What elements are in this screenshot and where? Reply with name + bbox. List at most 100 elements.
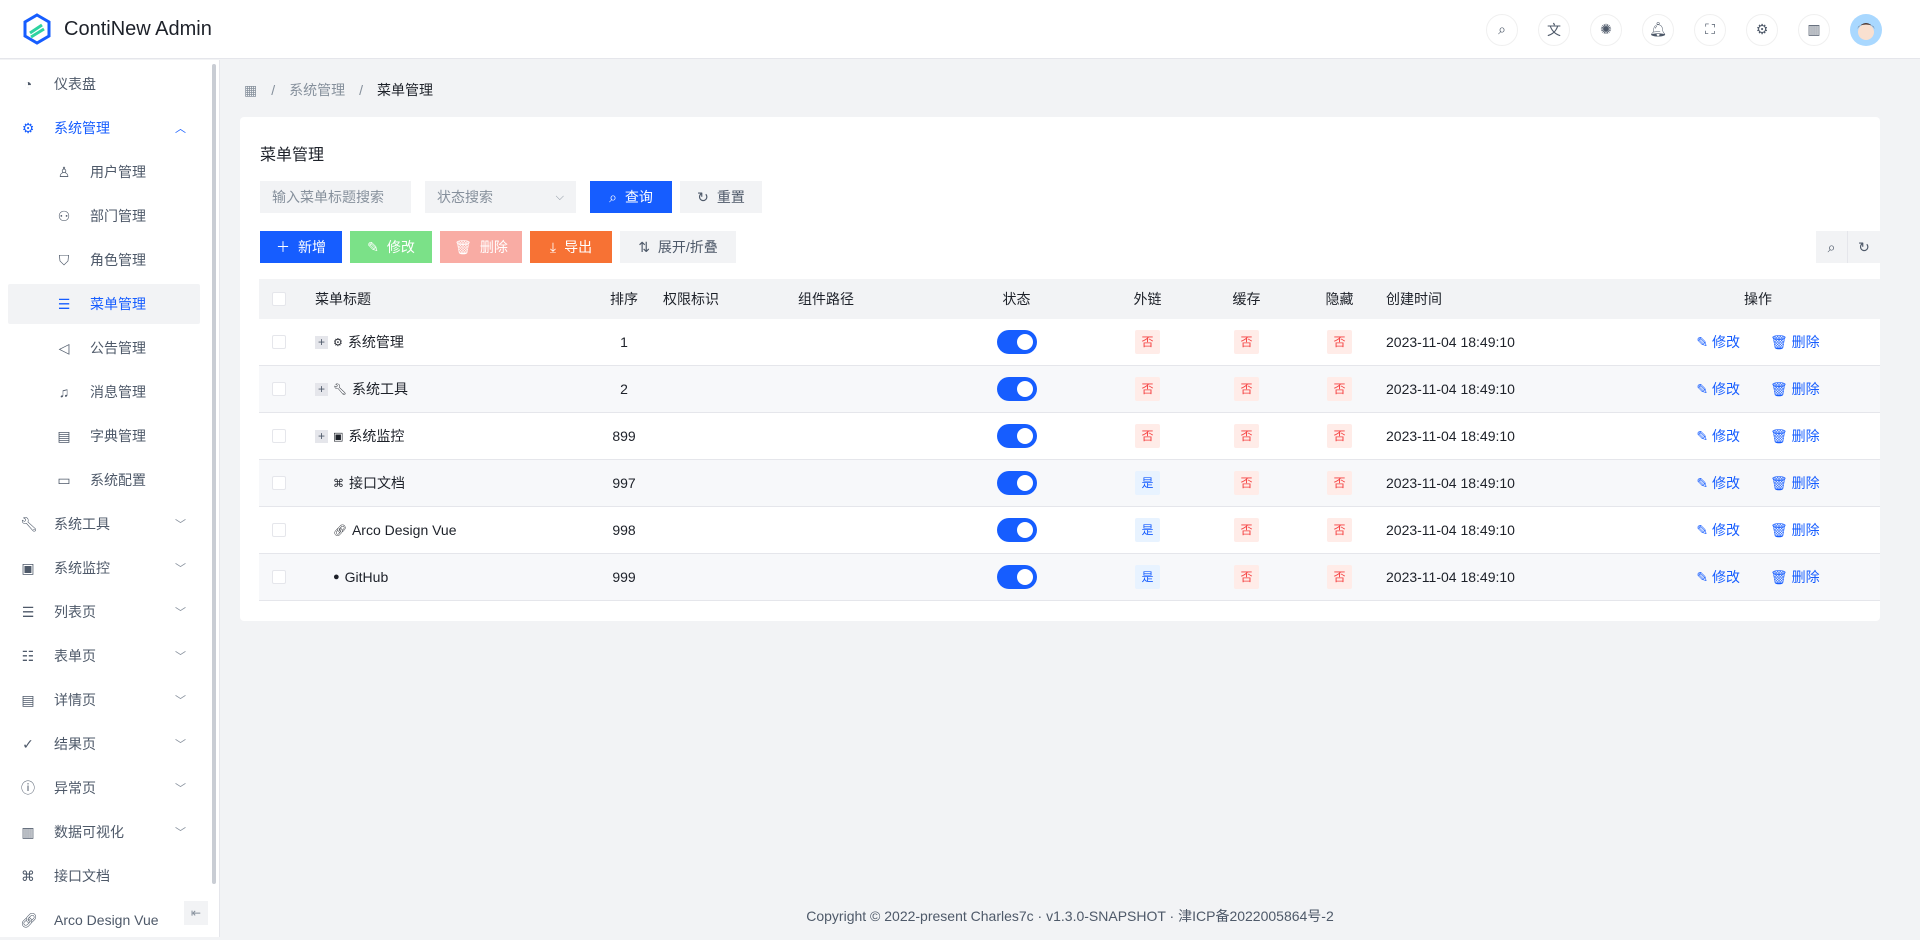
row-delete-button[interactable]: 🗑︎ 删除 bbox=[1769, 334, 1820, 350]
row-checkbox[interactable] bbox=[272, 429, 286, 443]
row-edit-button[interactable]: ✎ 修改 bbox=[1696, 428, 1740, 444]
sidebar-item-label: 字典管理 bbox=[90, 428, 146, 444]
sidebar-item-6[interactable]: ◁ 公告管理 bbox=[8, 328, 200, 368]
status-toggle[interactable] bbox=[996, 424, 1037, 448]
reset-button[interactable]: ↻ 重置 bbox=[680, 181, 762, 213]
edit-button[interactable]: ✎ 修改 bbox=[350, 231, 432, 263]
sidebar-item-13[interactable]: ☷ 表单页 ﹀ bbox=[8, 636, 200, 676]
docs-icon[interactable]: ▥ bbox=[1798, 13, 1830, 46]
export-label: 导出 bbox=[564, 239, 593, 255]
sidebar-item-1[interactable]: ⚙ 系统管理 ︿ bbox=[8, 108, 200, 148]
status-toggle[interactable] bbox=[996, 377, 1037, 401]
select-all-checkbox[interactable] bbox=[272, 292, 286, 306]
search-icon[interactable]: ⌕ bbox=[1486, 13, 1518, 46]
breadcrumb-parent[interactable]: 系统管理 bbox=[289, 82, 346, 98]
breadcrumb: ▦ / 系统管理 / 菜单管理 bbox=[244, 81, 434, 99]
sidebar-item-4[interactable]: ⛉ 角色管理 bbox=[8, 240, 200, 280]
user-icon: ♙ bbox=[57, 163, 71, 180]
status-select-placeholder: 状态搜索 bbox=[437, 189, 493, 205]
row-edit-label: 修改 bbox=[1711, 428, 1740, 444]
row-checkbox[interactable] bbox=[272, 570, 286, 584]
sidebar-item-7[interactable]: ♫ 消息管理 bbox=[8, 372, 200, 412]
external-tag: 是 bbox=[1135, 471, 1160, 495]
status-toggle[interactable] bbox=[996, 330, 1037, 354]
check-circle-icon: ✓ bbox=[22, 735, 34, 752]
sidebar-item-14[interactable]: ▤ 详情页 ﹀ bbox=[8, 680, 200, 720]
expand-row-button[interactable]: + bbox=[315, 335, 328, 349]
row-edit-button[interactable]: ✎ 修改 bbox=[1696, 475, 1740, 491]
sidebar-scrollbar[interactable] bbox=[212, 64, 216, 884]
translate-icon[interactable]: 文 bbox=[1538, 13, 1570, 46]
monitor-icon: ▣ bbox=[21, 559, 35, 576]
bell-icon[interactable]: 🔔︎ bbox=[1642, 13, 1674, 46]
table-refresh-button[interactable]: ↻ bbox=[1848, 231, 1880, 263]
sidebar-item-10[interactable]: 🔧︎ 系统工具 ﹀ bbox=[8, 504, 200, 544]
row-delete-button[interactable]: 🗑︎ 删除 bbox=[1769, 475, 1820, 491]
settings-icon[interactable]: ⚙ bbox=[1746, 13, 1778, 46]
sidebar-item-12[interactable]: ☰ 列表页 ﹀ bbox=[8, 592, 200, 632]
row-delete-button[interactable]: 🗑︎ 删除 bbox=[1769, 428, 1820, 444]
sidebar-item-18[interactable]: ⌘ 接口文档 bbox=[8, 856, 200, 896]
row-checkbox[interactable] bbox=[272, 335, 286, 349]
export-button[interactable]: ⤓ 导出 bbox=[530, 231, 612, 263]
column-header: 创建时间 bbox=[1386, 291, 1442, 307]
theme-icon[interactable]: ✺ bbox=[1590, 13, 1622, 46]
status-toggle[interactable] bbox=[996, 518, 1037, 542]
sidebar-item-3[interactable]: ⚇ 部门管理 bbox=[8, 196, 200, 236]
breadcrumb-current: 菜单管理 bbox=[377, 82, 434, 98]
cache-tag: 否 bbox=[1234, 424, 1259, 448]
row-edit-button[interactable]: ✎ 修改 bbox=[1696, 522, 1740, 538]
sidebar-item-5[interactable]: ☰ 菜单管理 bbox=[8, 284, 200, 324]
sidebar-item-0[interactable]: ◔ 仪表盘 bbox=[8, 64, 200, 104]
row-edit-label: 修改 bbox=[1711, 334, 1740, 350]
exclamation-circle-icon: ⓘ bbox=[21, 780, 35, 796]
apps-icon[interactable]: ▦ bbox=[244, 81, 258, 98]
avatar[interactable] bbox=[1850, 13, 1882, 46]
row-delete-button[interactable]: 🗑︎ 删除 bbox=[1769, 381, 1820, 397]
add-button[interactable]: ＋ 新增 bbox=[260, 231, 342, 263]
sidebar-item-8[interactable]: ▤ 字典管理 bbox=[8, 416, 200, 456]
sidebar-item-label: 系统配置 bbox=[90, 472, 146, 488]
sidebar-item-label: 菜单管理 bbox=[90, 296, 146, 312]
row-edit-button[interactable]: ✎ 修改 bbox=[1696, 334, 1740, 350]
fullscreen-icon[interactable]: ⛶ bbox=[1694, 13, 1726, 46]
sidebar-item-9[interactable]: ▭ 系统配置 bbox=[8, 460, 200, 500]
title-search-input[interactable]: 输入菜单标题搜索 bbox=[260, 181, 411, 213]
chevron-down-icon: ﹀ bbox=[175, 827, 186, 839]
link-icon: 🔗︎ bbox=[333, 524, 347, 537]
sidebar-item-2[interactable]: ♙ 用户管理 bbox=[8, 152, 200, 192]
sidebar-item-17[interactable]: ▥ 数据可视化 ﹀ bbox=[8, 812, 200, 852]
collapse-sidebar-button[interactable]: ⇤ bbox=[184, 901, 208, 925]
row-edit-button[interactable]: ✎ 修改 bbox=[1696, 381, 1740, 397]
expand-row-button[interactable]: + bbox=[315, 382, 328, 396]
edit-label: 修改 bbox=[386, 239, 415, 255]
row-checkbox[interactable] bbox=[272, 523, 286, 537]
delete-button[interactable]: 🗑︎ 删除 bbox=[440, 231, 522, 263]
table-search-button[interactable]: ⌕ bbox=[1816, 231, 1848, 263]
menu-title: 系统管理 bbox=[347, 334, 404, 350]
chevron-down-icon: ﹀ bbox=[175, 695, 186, 707]
sidebar-item-15[interactable]: ✓ 结果页 ﹀ bbox=[8, 724, 200, 764]
hidden-tag: 否 bbox=[1327, 518, 1352, 542]
query-button[interactable]: ⌕ 查询 bbox=[590, 181, 672, 213]
expand-row-button[interactable]: + bbox=[315, 429, 328, 443]
sidebar-item-16[interactable]: ⓘ 异常页 ﹀ bbox=[8, 768, 200, 808]
row-edit-button[interactable]: ✎ 修改 bbox=[1696, 569, 1740, 585]
row-delete-button[interactable]: 🗑︎ 删除 bbox=[1769, 522, 1820, 538]
column-header: 操作 bbox=[1744, 291, 1772, 307]
status-toggle[interactable] bbox=[996, 565, 1037, 589]
row-delete-button[interactable]: 🗑︎ 删除 bbox=[1769, 569, 1820, 585]
top-header: ContiNew Admin ⌕ 文 ✺ 🔔︎ ⛶ ⚙ ▥ bbox=[0, 0, 1920, 59]
sidebar-item-11[interactable]: ▣ 系统监控 ﹀ bbox=[8, 548, 200, 588]
row-checkbox[interactable] bbox=[272, 476, 286, 490]
external-tag: 是 bbox=[1135, 518, 1160, 542]
status-toggle[interactable] bbox=[996, 471, 1037, 495]
expand-collapse-button[interactable]: ⇅ 展开/折叠 bbox=[620, 231, 736, 263]
sidebar-item-label: 接口文档 bbox=[54, 868, 110, 884]
link-icon: 🔗︎ bbox=[20, 911, 38, 928]
sidebar-item-19[interactable]: 🔗︎ Arco Design Vue bbox=[8, 900, 200, 940]
row-checkbox[interactable] bbox=[272, 382, 286, 396]
status-select[interactable]: 状态搜索 ⌵ bbox=[425, 181, 576, 213]
cache-tag: 否 bbox=[1234, 565, 1259, 589]
row-delete-label: 删除 bbox=[1791, 334, 1820, 350]
